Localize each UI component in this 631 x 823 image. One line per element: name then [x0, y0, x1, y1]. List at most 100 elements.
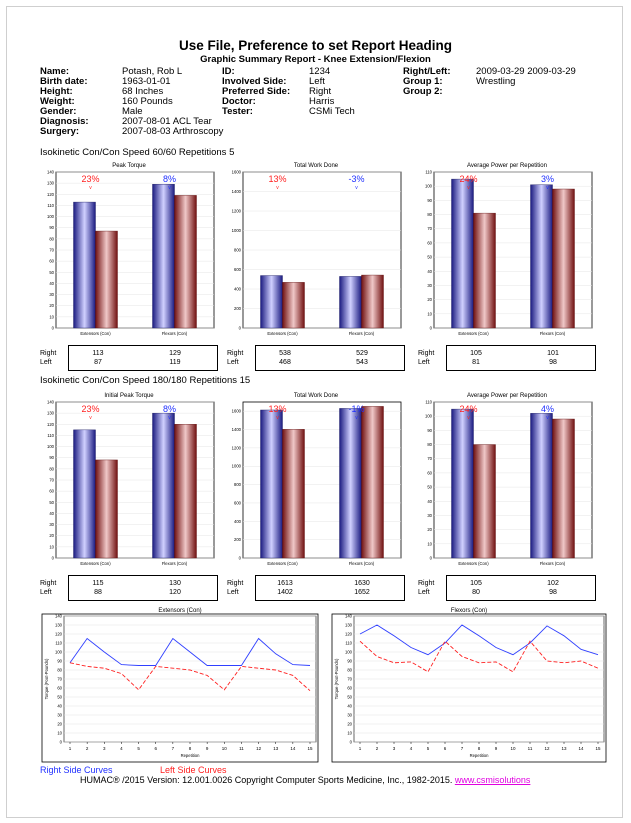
y-tick-label: 60: [49, 259, 54, 264]
y-tick-label: 130: [55, 623, 63, 628]
y-tick-label: 0: [350, 740, 353, 745]
y-tick-label: 40: [427, 269, 432, 274]
series-line-left: [359, 640, 599, 673]
table-cell: 98: [549, 359, 557, 366]
bar-left: [282, 429, 305, 559]
line-chart-extensors: Extensors (Con)0102030405060708090100110…: [41, 608, 319, 763]
x-tick-label: Flexors (Con): [349, 561, 375, 566]
x-tick-label: 1: [69, 746, 72, 751]
y-tick-label: 50: [49, 270, 54, 275]
y-tick-label: 100: [425, 414, 433, 419]
deficit-label: 13%: [268, 174, 286, 184]
y-tick-label: 0: [430, 326, 433, 331]
deficit-label: 23%: [81, 174, 99, 184]
deficit-arrow: v: [168, 185, 171, 191]
x-tick-label: 3: [103, 746, 106, 751]
deficit-label: 23%: [81, 404, 99, 414]
x-tick-label: 1: [359, 746, 362, 751]
row-label-left: Left: [40, 589, 52, 596]
x-axis-label: Repetition: [470, 753, 490, 758]
deficit-label: 24%: [459, 404, 477, 414]
values-table: Right 115 130 Left 88 120: [40, 575, 218, 601]
values-table: Right 105 102 Left 80 98: [418, 575, 596, 601]
y-tick-label: 110: [425, 170, 432, 175]
y-tick-label: 30: [427, 283, 432, 288]
info-value: 2007-08-03 Arthroscopy: [122, 126, 224, 137]
y-tick-label: 0: [60, 740, 63, 745]
footer-link[interactable]: www.csmisolutions: [454, 775, 531, 785]
y-tick-label: 140: [47, 400, 55, 405]
chart-title: Flexors (Con): [451, 608, 487, 614]
y-tick-label: 1400: [232, 427, 242, 432]
table-cell: 529: [356, 350, 368, 357]
patient-info: Name: Potash, Rob L Birth date: 1963-01-01…: [40, 67, 223, 137]
table-box: [446, 575, 596, 601]
x-tick-label: 7: [172, 746, 175, 751]
table-box: [446, 345, 596, 371]
bar-chart-avg-power-180: Average Power per Repetition 0 10 20 30 40 50 6…: [425, 393, 593, 566]
row-label-left: Left: [40, 359, 52, 366]
bar-right: [451, 178, 474, 329]
table-cell: 1402: [277, 589, 293, 596]
info-label: Gender:: [40, 106, 77, 117]
y-tick-label: 50: [427, 255, 432, 260]
y-tick-label: 70: [49, 248, 54, 253]
info-label: Group 1:: [403, 76, 443, 87]
y-tick-label: 50: [49, 500, 54, 505]
table-cell: 113: [92, 350, 104, 357]
info-value: 68 Inches: [122, 86, 164, 97]
series-line-left: [69, 662, 311, 692]
y-tick-label: 200: [234, 306, 242, 311]
info-label: Weight:: [40, 96, 75, 107]
x-tick-label: 11: [239, 746, 244, 751]
info-value: 1963-01-01: [122, 76, 171, 87]
x-tick-label: 5: [137, 746, 140, 751]
bar-right: [73, 429, 96, 559]
y-tick-label: 10: [347, 731, 352, 736]
y-tick-label: 120: [47, 422, 55, 427]
x-tick-label: 4: [410, 746, 413, 751]
row-label-left: Left: [418, 589, 430, 596]
x-tick-label: 15: [595, 746, 601, 751]
y-tick-label: 10: [49, 314, 54, 319]
y-tick-label: 60: [347, 686, 352, 691]
chart-title: Initial Peak Torque: [104, 393, 154, 399]
info-label: Doctor:: [222, 96, 256, 107]
table-cell: 468: [279, 359, 291, 366]
report-subtitle: Graphic Summary Report - Knee Extension/…: [200, 54, 431, 65]
table-cell: 98: [549, 589, 557, 596]
values-table: Right 113 129 Left 87 119: [40, 345, 218, 371]
info-label: Name:: [40, 66, 70, 77]
deficit-arrow: v: [355, 415, 358, 421]
y-tick-label: 0: [52, 326, 55, 331]
table-cell: 102: [547, 580, 559, 587]
chart-title: Total Work Done: [294, 393, 339, 399]
deficit-arrow: v: [467, 415, 470, 421]
chart-title: Average Power per Repetition: [467, 393, 547, 399]
y-tick-label: 30: [57, 713, 62, 718]
test-info: ID: 1234 Involved Side: Left Preferred Sid…: [222, 67, 355, 117]
row-label-left: Left: [418, 359, 430, 366]
x-tick-label: 8: [189, 746, 192, 751]
y-tick-label: 100: [345, 650, 353, 655]
info-value: 1234: [309, 66, 331, 77]
series-line-right: [69, 637, 311, 666]
x-tick-label: Extensors (Con): [80, 331, 111, 336]
y-axis-label: Torque (Foot-Pounds): [334, 658, 339, 699]
y-tick-label: 80: [49, 236, 54, 241]
x-tick-label: Extensors (Con): [267, 331, 298, 336]
deficit-arrow: v: [168, 415, 171, 421]
legend-right: Right Side Curves: [40, 765, 113, 775]
x-tick-label: Flexors (Con): [162, 561, 188, 566]
y-tick-label: 90: [347, 659, 352, 664]
y-tick-label: 80: [49, 466, 54, 471]
y-tick-label: 140: [345, 614, 353, 619]
x-tick-label: 10: [222, 746, 228, 751]
row-label-right: Right: [40, 350, 57, 357]
y-tick-label: 130: [345, 623, 353, 628]
y-tick-label: 110: [47, 203, 54, 208]
bar-left: [95, 459, 118, 559]
x-tick-label: 2: [376, 746, 379, 751]
table-cell: 101: [547, 350, 559, 357]
y-tick-label: 30: [49, 522, 54, 527]
